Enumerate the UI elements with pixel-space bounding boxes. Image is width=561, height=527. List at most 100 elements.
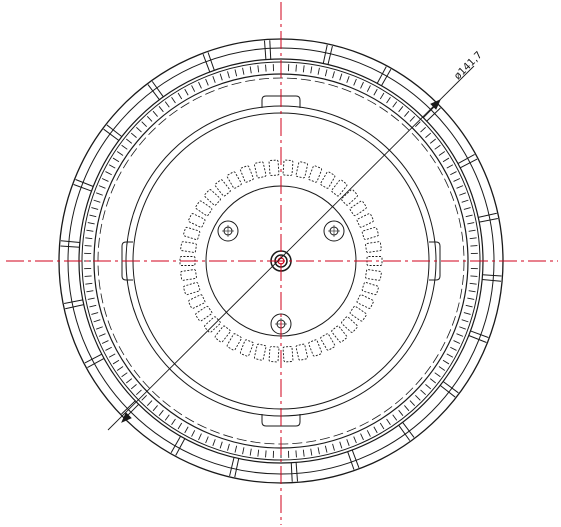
vent-slot — [295, 161, 309, 179]
rim-tick — [105, 346, 112, 351]
rim-tick — [141, 395, 147, 401]
vent-slot — [320, 333, 336, 351]
vent-slot — [308, 339, 323, 357]
vent-slot — [195, 200, 213, 217]
vent-slot — [282, 159, 294, 176]
rim-tick — [438, 151, 446, 156]
rim-tick — [317, 447, 320, 455]
rim-tick — [392, 414, 398, 421]
rim-tick — [91, 207, 99, 210]
rim-tick — [130, 384, 137, 390]
ribs — [60, 40, 502, 482]
rim-tick — [346, 76, 350, 83]
rim-tick — [219, 73, 223, 81]
rim-tick — [234, 69, 238, 77]
rim-tick — [86, 229, 94, 232]
rim-tick — [257, 65, 260, 73]
rim-tick — [398, 106, 404, 113]
rib — [65, 304, 84, 310]
rim-tick — [463, 207, 471, 210]
rib — [478, 212, 497, 218]
rib — [347, 451, 355, 470]
vent-slot — [239, 165, 254, 183]
rib — [202, 54, 211, 73]
vent-slot — [365, 241, 382, 253]
rim-tick — [265, 450, 267, 458]
rib — [442, 381, 459, 394]
rib — [151, 81, 164, 98]
vent-slot — [341, 189, 358, 206]
rim-tick — [112, 157, 120, 163]
rim-tick — [469, 237, 477, 240]
rim-tick — [398, 409, 404, 416]
vent-slot — [226, 171, 242, 189]
rim-tick — [353, 436, 357, 444]
rim-tick — [339, 73, 343, 81]
rim-tick — [450, 346, 457, 351]
rim-tick — [456, 185, 464, 189]
rim-tick — [459, 192, 466, 196]
vent-slot — [180, 241, 197, 253]
rim-tick — [101, 340, 109, 344]
rim-tick — [404, 110, 410, 117]
rim-tick — [234, 445, 238, 453]
rib — [351, 449, 360, 468]
rim-tick — [152, 110, 158, 117]
rim-tick — [171, 96, 176, 104]
rim-tick — [453, 178, 461, 182]
rim-tick — [353, 78, 357, 86]
rim-tick — [171, 418, 176, 426]
rim-tick — [409, 116, 416, 122]
vent-slot — [214, 179, 231, 197]
rib — [175, 438, 186, 456]
rim-tick — [98, 185, 106, 189]
rim-tick — [332, 71, 335, 79]
rim-tick — [89, 304, 97, 308]
rim-tick — [409, 400, 416, 406]
vent-slot — [341, 316, 358, 333]
rib — [470, 330, 489, 338]
rim-tick — [468, 229, 476, 232]
vent-slot — [204, 189, 221, 206]
vent-slot — [188, 294, 206, 309]
rim-tick — [164, 101, 170, 108]
rim-tick — [141, 121, 147, 127]
hole-left — [217, 220, 239, 242]
rim-tick — [198, 81, 202, 89]
arrow-head-bottom — [121, 412, 132, 423]
rim-tick — [84, 245, 92, 247]
rim-tick — [386, 96, 391, 104]
rim-tick — [465, 214, 473, 218]
rim-tick — [121, 144, 128, 150]
rim-tick — [158, 409, 164, 416]
vent-slot — [308, 165, 323, 183]
rim-tick — [425, 132, 432, 138]
rib — [87, 357, 105, 369]
rim-tick — [450, 171, 457, 176]
vent-slot — [282, 346, 294, 363]
rim-tick — [249, 66, 252, 74]
rim-tick — [116, 151, 124, 156]
rim-tick — [438, 366, 446, 371]
rim-tick — [415, 121, 421, 127]
rim-tick — [227, 71, 230, 79]
rib — [229, 457, 235, 477]
rim-tick — [85, 237, 93, 240]
rim-tick — [96, 326, 103, 330]
rib — [398, 424, 411, 441]
rim-tick — [373, 88, 378, 96]
rim-tick — [101, 178, 109, 182]
rim-tick — [446, 353, 454, 358]
rim-tick — [302, 65, 305, 73]
rim-tick — [177, 422, 183, 430]
vent-slot — [331, 179, 348, 197]
rim-tick — [191, 85, 196, 92]
rim-tick — [465, 304, 473, 308]
rim-tick — [332, 443, 335, 451]
rim-tick — [98, 333, 106, 337]
rim-tick — [429, 378, 436, 384]
vent-slot — [268, 159, 280, 176]
rim-tick — [177, 92, 183, 100]
rib — [426, 107, 441, 122]
rim-tick — [85, 282, 93, 285]
